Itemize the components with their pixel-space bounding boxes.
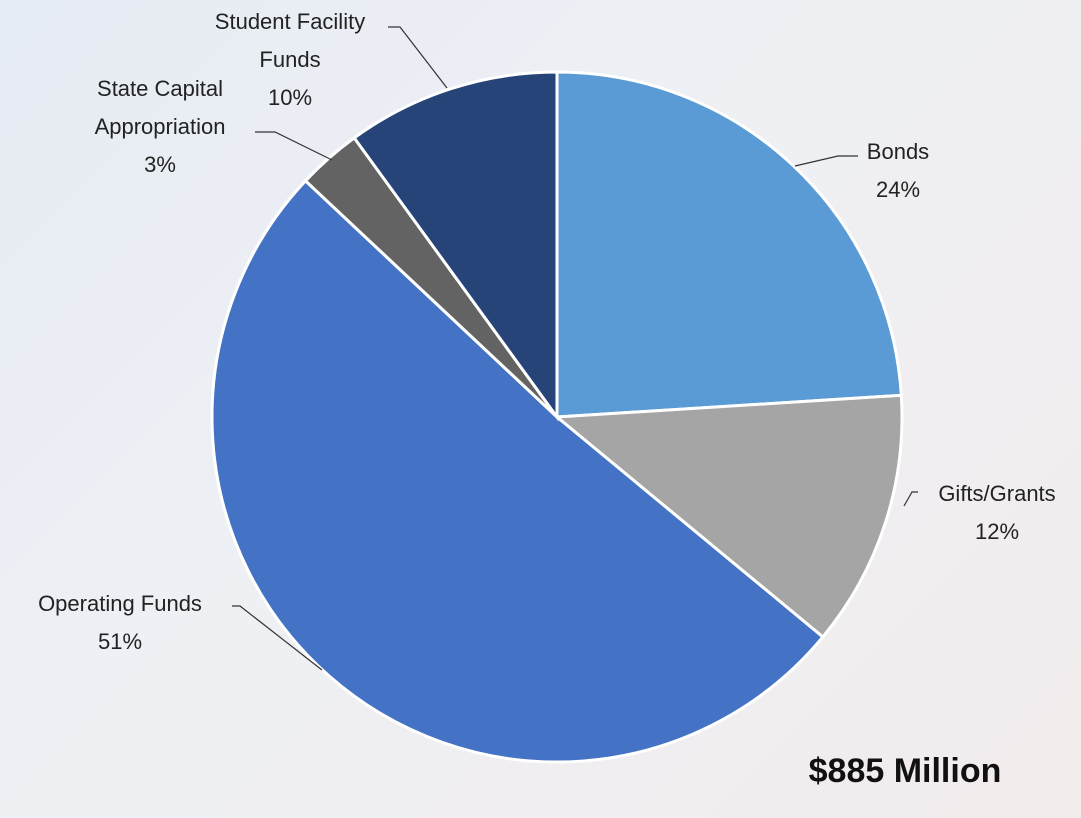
- slice-label: State Capital Appropriation 3%: [70, 70, 250, 184]
- leader-line: [232, 605, 323, 671]
- category-label: Operating Funds: [38, 591, 202, 616]
- value-label: 3%: [144, 152, 176, 177]
- category-label: State Capital Appropriation: [94, 76, 226, 139]
- category-label: Bonds: [866, 139, 930, 164]
- slice-label: Bonds 24%: [798, 133, 998, 209]
- category-label: Student Facility Funds: [214, 9, 366, 72]
- leader-line: [255, 131, 333, 161]
- value-label: 10%: [267, 85, 313, 110]
- leader-line: [388, 26, 448, 89]
- pie-slice: [553, 393, 904, 640]
- leader-line: [794, 155, 858, 167]
- total-annotation: $885 Million: [808, 752, 1002, 790]
- category-label: Gifts/Grants: [938, 481, 1056, 506]
- value-label: 12%: [974, 519, 1020, 544]
- slice-label: Student Facility Funds 10%: [195, 3, 385, 117]
- slice-label: Gifts/Grants 12%: [897, 475, 1081, 551]
- slice-label: Operating Funds 51%: [5, 585, 235, 661]
- value-label: 51%: [97, 629, 143, 654]
- pie-slice: [555, 70, 903, 419]
- leader-line: [903, 491, 918, 507]
- pie-slice: [352, 70, 559, 422]
- value-label: 24%: [875, 177, 921, 202]
- pie-slice: [210, 178, 825, 764]
